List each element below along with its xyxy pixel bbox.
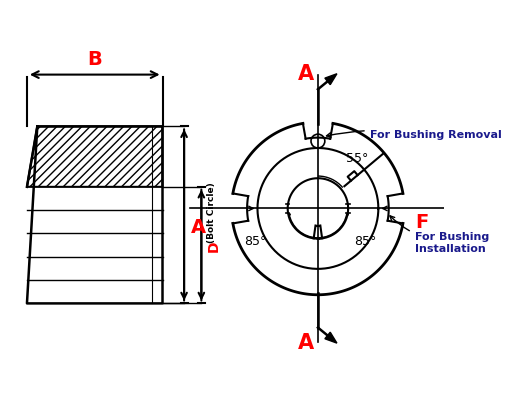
- Text: For Bushing
Installation: For Bushing Installation: [390, 216, 489, 254]
- Polygon shape: [325, 332, 337, 343]
- Text: 85°: 85°: [354, 235, 377, 248]
- Bar: [27, 126, 162, 187]
- Text: A: A: [298, 64, 314, 84]
- Text: (Bolt Circle): (Bolt Circle): [206, 183, 216, 243]
- Text: D: D: [206, 241, 221, 252]
- Text: 85°: 85°: [245, 235, 267, 248]
- Polygon shape: [325, 74, 337, 85]
- Text: For Bushing Removal: For Bushing Removal: [327, 130, 501, 140]
- Polygon shape: [27, 126, 37, 187]
- Text: A: A: [191, 218, 206, 237]
- Text: B: B: [87, 50, 102, 69]
- Text: F: F: [415, 213, 429, 232]
- Text: A: A: [298, 333, 314, 353]
- Text: 55°: 55°: [345, 152, 368, 165]
